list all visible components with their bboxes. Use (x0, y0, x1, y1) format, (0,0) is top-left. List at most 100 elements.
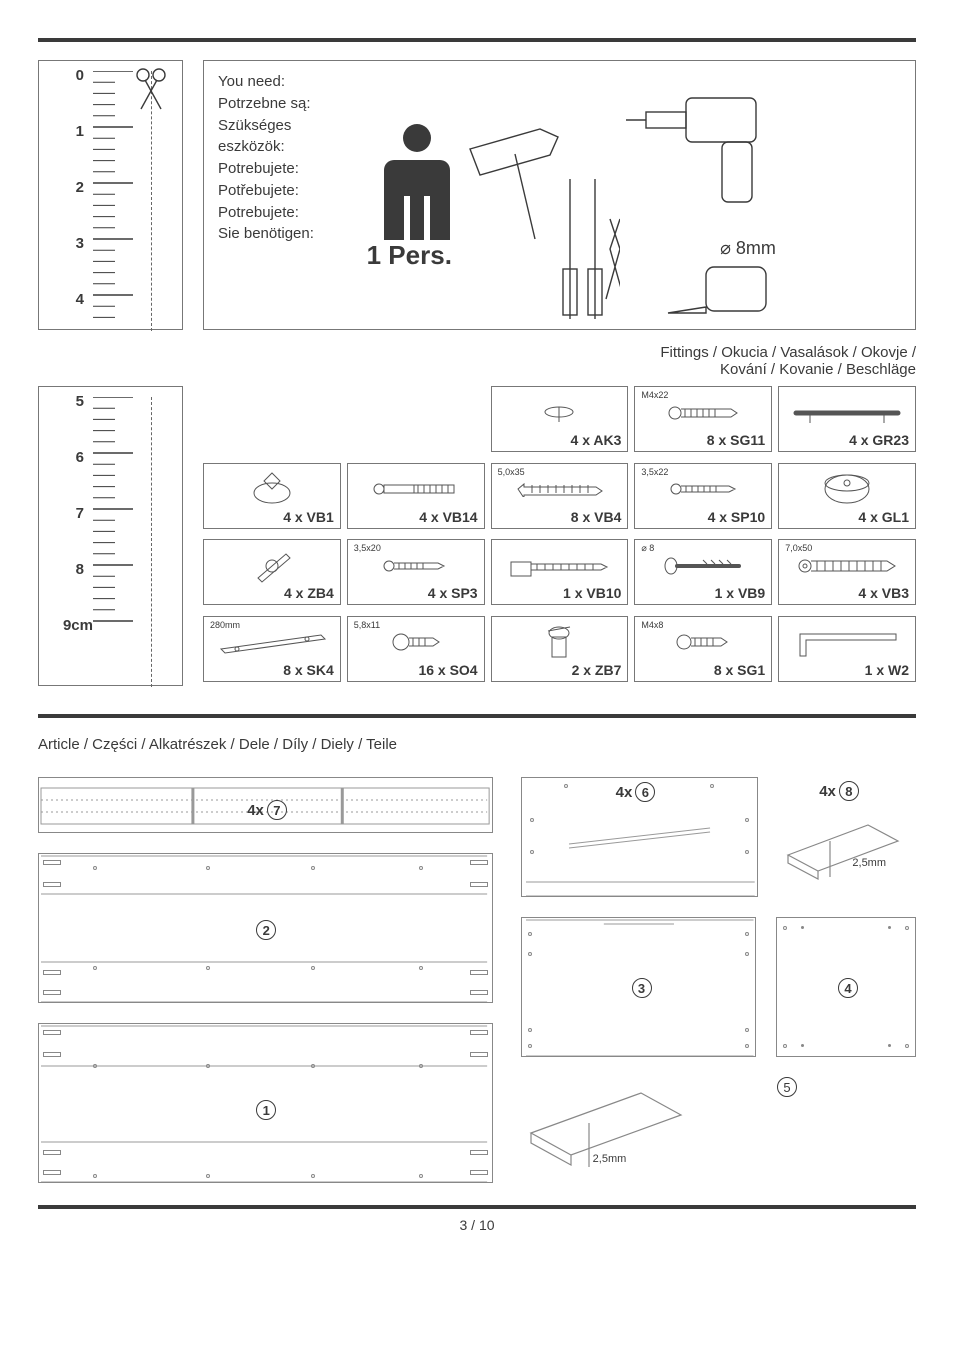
fitting-qty: 1 x VB10 (563, 585, 621, 601)
fitting-icon (381, 558, 451, 574)
fitting-icon (675, 632, 731, 652)
ruler-mark: 8 (68, 561, 84, 578)
part-8: 4x8 2,5mm (778, 777, 916, 897)
fitting-icon (391, 630, 441, 654)
ruler-mark: 7 (68, 505, 84, 522)
fitting-cell: 4 x GL1 (778, 463, 916, 529)
fitting-qty: 4 x AK3 (571, 432, 622, 448)
fitting-icon (668, 481, 738, 497)
fitting-icon (534, 400, 584, 426)
ruler-mark: 2 (68, 179, 84, 196)
ruler-mark: 4 (68, 291, 84, 308)
part-1: 1 (38, 1023, 493, 1183)
fitting-cell: 2 x ZB7 (491, 616, 629, 682)
fittings-heading-line: Kování / Kovanie / Beschläge (38, 361, 916, 378)
part-7: 4x7 (38, 777, 493, 833)
part-number: 2 (256, 920, 276, 940)
part-qty: 4x (616, 784, 633, 801)
fitting-icon (371, 479, 461, 499)
tools-icons: ⌀ 8mm (460, 71, 776, 319)
fitting-icon (822, 472, 872, 506)
fitting-qty: 4 x GR23 (849, 432, 909, 448)
part-number: 1 (256, 1100, 276, 1120)
ruler-mark: 0 (68, 67, 84, 84)
fitting-icon (252, 548, 292, 584)
fitting-spec: M4x22 (641, 390, 668, 400)
fitting-icon (667, 403, 739, 423)
fitting-icon (797, 556, 897, 576)
fitting-spec: 280mm (210, 620, 240, 630)
fitting-icon (534, 623, 584, 661)
you-need-line: Szükséges (218, 115, 314, 137)
cut-line (151, 397, 152, 687)
fitting-cell: 4 x AK3 (491, 386, 629, 452)
you-need-line: eszközök: (218, 136, 314, 158)
ruler-mark: 5 (68, 393, 84, 410)
fitting-icon (514, 481, 604, 497)
fitting-qty: 8 x VB4 (571, 509, 622, 525)
ruler-mark: 9cm (53, 617, 93, 634)
fitting-icon (792, 624, 902, 660)
fitting-qty: 4 x VB14 (419, 509, 477, 525)
fittings-heading-line: Fittings / Okucia / Vasalások / Okovje / (38, 344, 916, 361)
part-number: 6 (635, 782, 655, 802)
fitting-cell: 7,0x50 4 x VB3 (778, 539, 916, 605)
part-number: 5 (777, 1077, 797, 1097)
fitting-qty: 16 x SO4 (418, 662, 477, 678)
fitting-cell: 280mm 8 x SK4 (203, 616, 341, 682)
fitting-spec: 5,0x35 (498, 467, 525, 477)
part-8-drawing (778, 805, 916, 895)
you-need-line: Potrzebne są: (218, 93, 314, 115)
fitting-cell: ⌀ 8 1 x VB9 (634, 539, 772, 605)
you-need-text: You need: Potrzebne są: Szükséges eszköz… (218, 71, 314, 319)
fitting-blank (203, 386, 485, 452)
fitting-cell: 4 x GR23 (778, 386, 916, 452)
drill-diameter-label: ⌀ 8mm (720, 238, 776, 259)
fitting-cell: 5,0x35 8 x VB4 (491, 463, 629, 529)
fitting-cell: M4x8 8 x SG1 (634, 616, 772, 682)
you-need-line: Potrebujete: (218, 202, 314, 224)
fitting-qty: 8 x SK4 (283, 662, 334, 678)
ruler-box-cont: 5 6 7 8 9cm (38, 386, 183, 686)
dimension-label: 2,5mm (593, 1153, 627, 1165)
drill-icon (626, 88, 776, 238)
person-icon (382, 120, 452, 240)
fitting-icon (249, 471, 295, 507)
tape-measure-icon (666, 259, 776, 319)
fitting-qty: 4 x VB3 (858, 585, 909, 601)
fitting-cell: 4 x VB1 (203, 463, 341, 529)
ruler-box: 0 1 2 3 4 (38, 60, 183, 330)
fitting-icon (217, 629, 327, 655)
fittings-heading: Fittings / Okucia / Vasalások / Okovje /… (38, 344, 916, 378)
part-number: 4 (838, 978, 858, 998)
you-need-line: Potrebujete: (218, 158, 314, 180)
fitting-qty: 8 x SG1 (714, 662, 765, 678)
fitting-cell: 4 x ZB4 (203, 539, 341, 605)
fitting-qty: 4 x GL1 (858, 509, 909, 525)
fitting-cell: 1 x VB10 (491, 539, 629, 605)
page-number: 3 / 10 (38, 1217, 916, 1233)
ruler-mark: 1 (68, 123, 84, 140)
fitting-qty: 8 x SG11 (707, 432, 765, 448)
part-number: 7 (267, 800, 287, 820)
fitting-qty: 2 x ZB7 (572, 662, 622, 678)
ruler-ticks-icon (93, 397, 143, 677)
part-qty: 4x (247, 802, 264, 819)
scissors-icon (131, 67, 171, 113)
part-qty: 4x (819, 783, 836, 800)
ruler-mark: 6 (68, 449, 84, 466)
fitting-spec: M4x8 (641, 620, 663, 630)
fitting-cell: M4x22 8 x SG11 (634, 386, 772, 452)
fitting-qty: 4 x VB1 (283, 509, 334, 525)
fitting-cell: 3,5x20 4 x SP3 (347, 539, 485, 605)
part-2: 2 (38, 853, 493, 1003)
part-6: 4x6 (521, 777, 758, 897)
fitting-icon (509, 552, 609, 580)
part-5: 5 (777, 1077, 916, 1187)
you-need-line: You need: (218, 71, 314, 93)
fitting-cell: 4 x VB14 (347, 463, 485, 529)
fitting-qty: 4 x SP3 (428, 585, 478, 601)
hammer-screwdrivers-icon (460, 119, 620, 319)
persons-label: 1 Pers. (367, 240, 452, 271)
fitting-cell: 5,8x11 16 x SO4 (347, 616, 485, 682)
